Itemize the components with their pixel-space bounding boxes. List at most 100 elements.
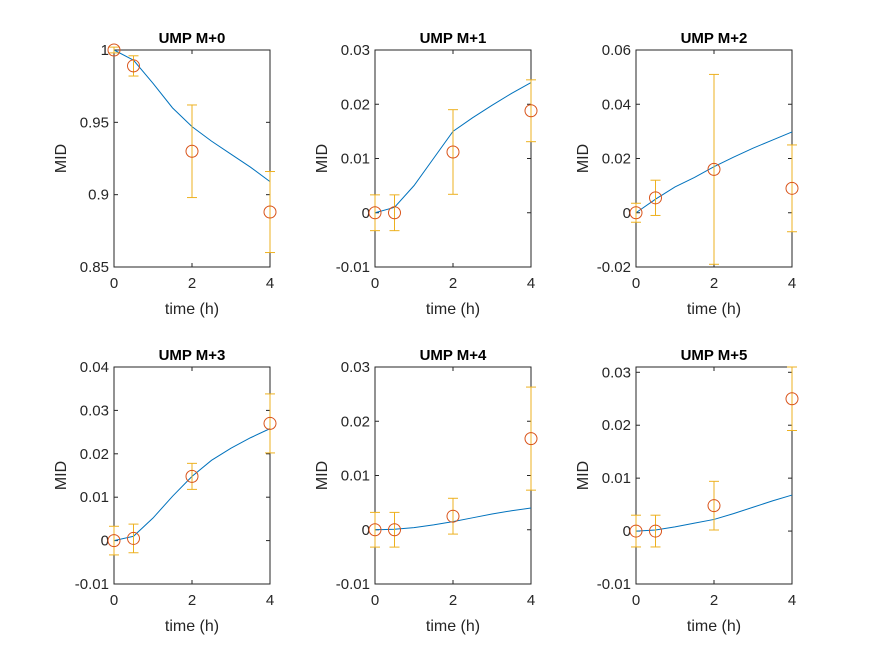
error-bar (370, 194, 380, 232)
data-point (446, 509, 460, 523)
subplot-title: UMP M+4 (420, 347, 487, 364)
y-tick-label: 0.04 (80, 359, 109, 376)
subplot-title: UMP M+2 (681, 30, 748, 47)
data-point (127, 59, 140, 73)
y-tick-label: 0 (362, 522, 370, 539)
y-tick-label: 0.01 (341, 151, 370, 168)
data-point (524, 104, 538, 118)
x-axis-label: time (h) (426, 301, 480, 318)
data-point (785, 392, 799, 406)
data-point (707, 162, 721, 176)
error-bar (709, 73, 719, 265)
y-axis-label: MID (575, 461, 592, 490)
subplot-1: 0 2 4 0.85 0.9 0.95 1 UMP M+0 time (h) MID (53, 30, 277, 318)
y-axis-label: MID (575, 144, 592, 173)
x-tick-label: 2 (188, 275, 196, 292)
y-tick-label: 0 (362, 205, 370, 222)
error-bar (389, 511, 400, 548)
error-bar (631, 514, 641, 548)
y-tick-label: 0.01 (80, 489, 109, 506)
y-axis-label: MID (53, 144, 70, 173)
y-tick-label: 0.01 (341, 468, 370, 485)
x-tick-label: 4 (527, 275, 535, 292)
y-tick-label: 0.02 (602, 151, 631, 168)
x-tick-label: 4 (527, 592, 535, 609)
axes-box (374, 366, 532, 585)
axes-box (635, 366, 793, 585)
data-point (368, 523, 382, 537)
x-tick-label: 0 (110, 592, 118, 609)
x-tick-label: 2 (449, 275, 457, 292)
data-point (107, 43, 121, 57)
y-tick-label: 0.02 (341, 96, 370, 113)
x-axis-label: time (h) (165, 301, 219, 318)
x-axis-label: time (h) (687, 618, 741, 635)
subplot-title: UMP M+1 (420, 30, 487, 47)
data-point (107, 534, 121, 548)
data-point (388, 206, 401, 220)
x-tick-label: 2 (710, 592, 718, 609)
error-bar (265, 171, 275, 254)
x-tick-label: 4 (788, 592, 796, 609)
error-bar (526, 79, 536, 143)
x-tick-label: 0 (371, 592, 379, 609)
x-tick-label: 2 (710, 275, 718, 292)
x-axis-label: time (h) (687, 301, 741, 318)
y-tick-label: 0 (101, 533, 109, 550)
y-tick-label: 0 (623, 523, 631, 540)
y-tick-label: 0.02 (80, 446, 109, 463)
error-bar (370, 511, 380, 548)
data-point (185, 144, 199, 158)
error-bar (389, 194, 400, 232)
y-tick-label: 0.04 (602, 96, 631, 113)
error-bar (265, 393, 275, 454)
y-tick-label: -0.01 (597, 576, 631, 593)
y-tick-label: 0.85 (80, 259, 109, 276)
x-tick-label: 0 (371, 275, 379, 292)
error-bar (709, 480, 719, 531)
data-point (388, 523, 401, 537)
data-point (629, 206, 643, 220)
y-tick-label: 0.02 (602, 417, 631, 434)
y-tick-label: 1 (101, 42, 109, 59)
x-tick-label: 0 (110, 275, 118, 292)
error-bar (187, 462, 197, 490)
error-bar (128, 55, 139, 77)
y-axis-label: MID (314, 144, 331, 173)
error-bar (448, 109, 458, 195)
error-bar (650, 514, 661, 548)
data-point (649, 191, 662, 205)
y-axis-label: MID (314, 461, 331, 490)
data-point (649, 524, 662, 538)
y-tick-label: -0.02 (597, 259, 631, 276)
y-tick-label: 0.9 (88, 187, 109, 204)
data-point (368, 206, 382, 220)
y-tick-label: -0.01 (75, 576, 109, 593)
error-bar (128, 523, 139, 554)
x-tick-label: 4 (266, 275, 274, 292)
y-tick-label: 0.03 (80, 402, 109, 419)
data-point (263, 205, 277, 219)
y-tick-label: -0.01 (336, 259, 370, 276)
y-tick-label: 0.03 (602, 364, 631, 381)
y-axis-label: MID (53, 461, 70, 490)
y-tick-label: 0.06 (602, 42, 631, 59)
subplot-title: UMP M+3 (159, 347, 226, 364)
data-point (785, 181, 799, 195)
error-bar (448, 497, 458, 535)
data-point (629, 524, 643, 538)
data-point (446, 145, 460, 159)
data-point (127, 531, 140, 545)
x-axis-label: time (h) (426, 618, 480, 635)
error-bar (109, 46, 119, 54)
x-tick-label: 0 (632, 592, 640, 609)
x-tick-label: 2 (188, 592, 196, 609)
y-tick-label: 0.95 (80, 114, 109, 131)
error-bar (650, 179, 661, 216)
error-bar (187, 104, 197, 199)
y-tick-label: 0.03 (341, 42, 370, 59)
